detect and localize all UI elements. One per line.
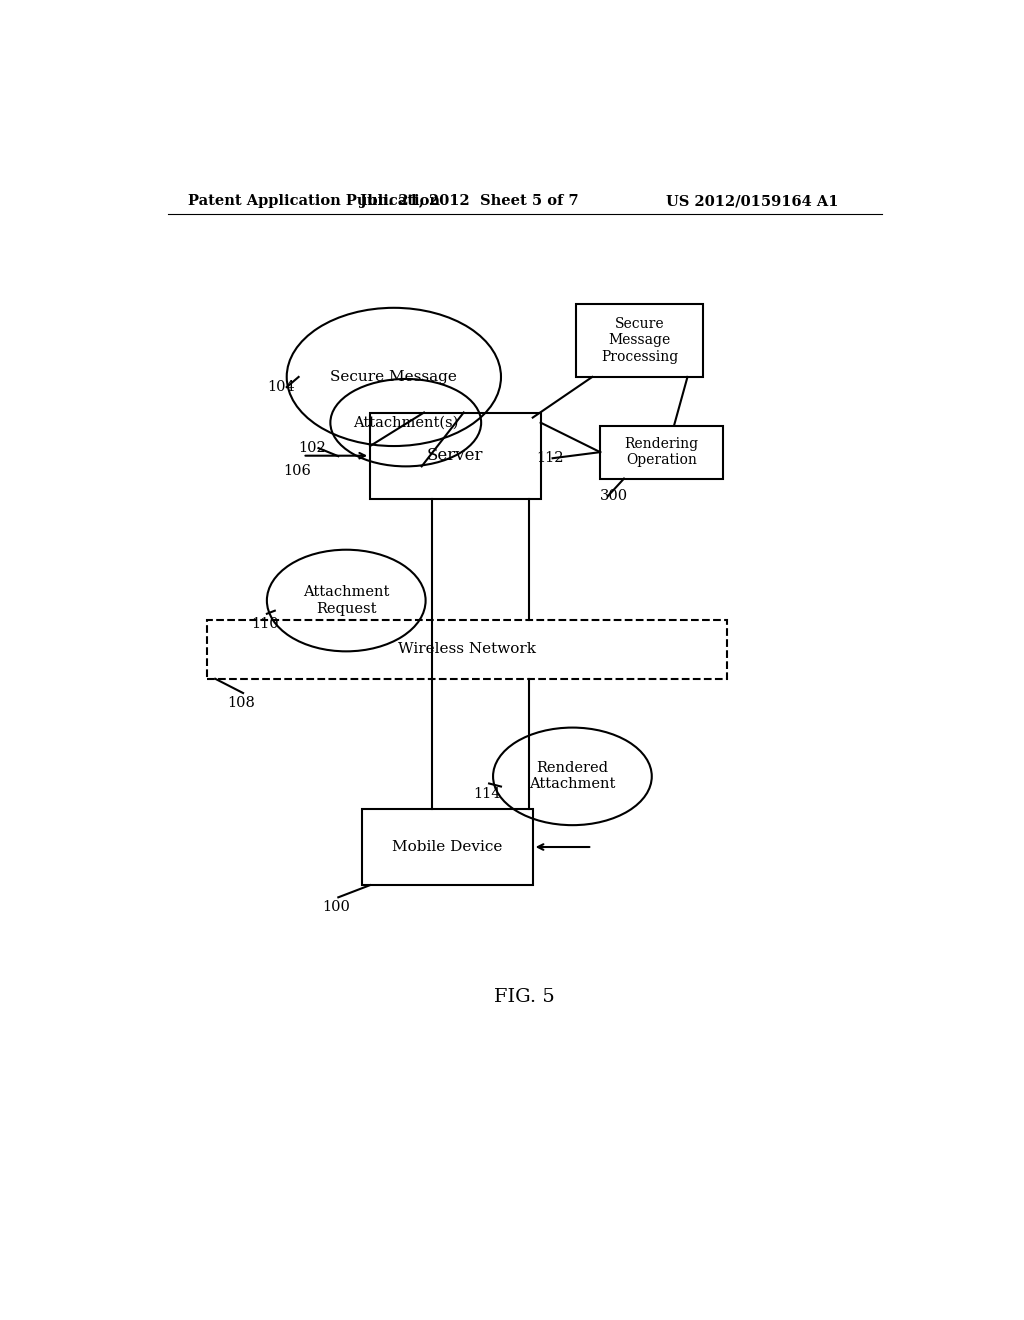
Text: Wireless Network: Wireless Network (398, 643, 537, 656)
Bar (207, 620, 727, 678)
Text: 104: 104 (267, 380, 295, 395)
Bar (370, 412, 541, 499)
Text: Jun. 21, 2012  Sheet 5 of 7: Jun. 21, 2012 Sheet 5 of 7 (359, 194, 579, 209)
Text: Secure Message: Secure Message (331, 370, 458, 384)
Text: Mobile Device: Mobile Device (392, 840, 503, 854)
Bar (600, 426, 723, 479)
Text: 114: 114 (473, 787, 501, 801)
Text: 106: 106 (283, 465, 310, 478)
Text: Rendering
Operation: Rendering Operation (625, 437, 698, 467)
Text: Secure
Message
Processing: Secure Message Processing (601, 317, 679, 363)
Text: Server: Server (427, 447, 483, 465)
Text: 300: 300 (600, 488, 629, 503)
Text: 110: 110 (251, 616, 279, 631)
Text: Patent Application Publication: Patent Application Publication (187, 194, 439, 209)
Text: Rendered
Attachment: Rendered Attachment (529, 762, 615, 792)
Text: 102: 102 (299, 441, 327, 455)
Text: 112: 112 (537, 451, 564, 465)
Text: Attachment
Request: Attachment Request (303, 586, 389, 615)
Text: FIG. 5: FIG. 5 (495, 987, 555, 1006)
Text: US 2012/0159164 A1: US 2012/0159164 A1 (666, 194, 839, 209)
Text: Attachment(s): Attachment(s) (353, 416, 459, 430)
Text: 108: 108 (227, 696, 255, 710)
Bar (362, 809, 532, 886)
Bar (577, 304, 703, 378)
Text: 100: 100 (323, 900, 350, 915)
